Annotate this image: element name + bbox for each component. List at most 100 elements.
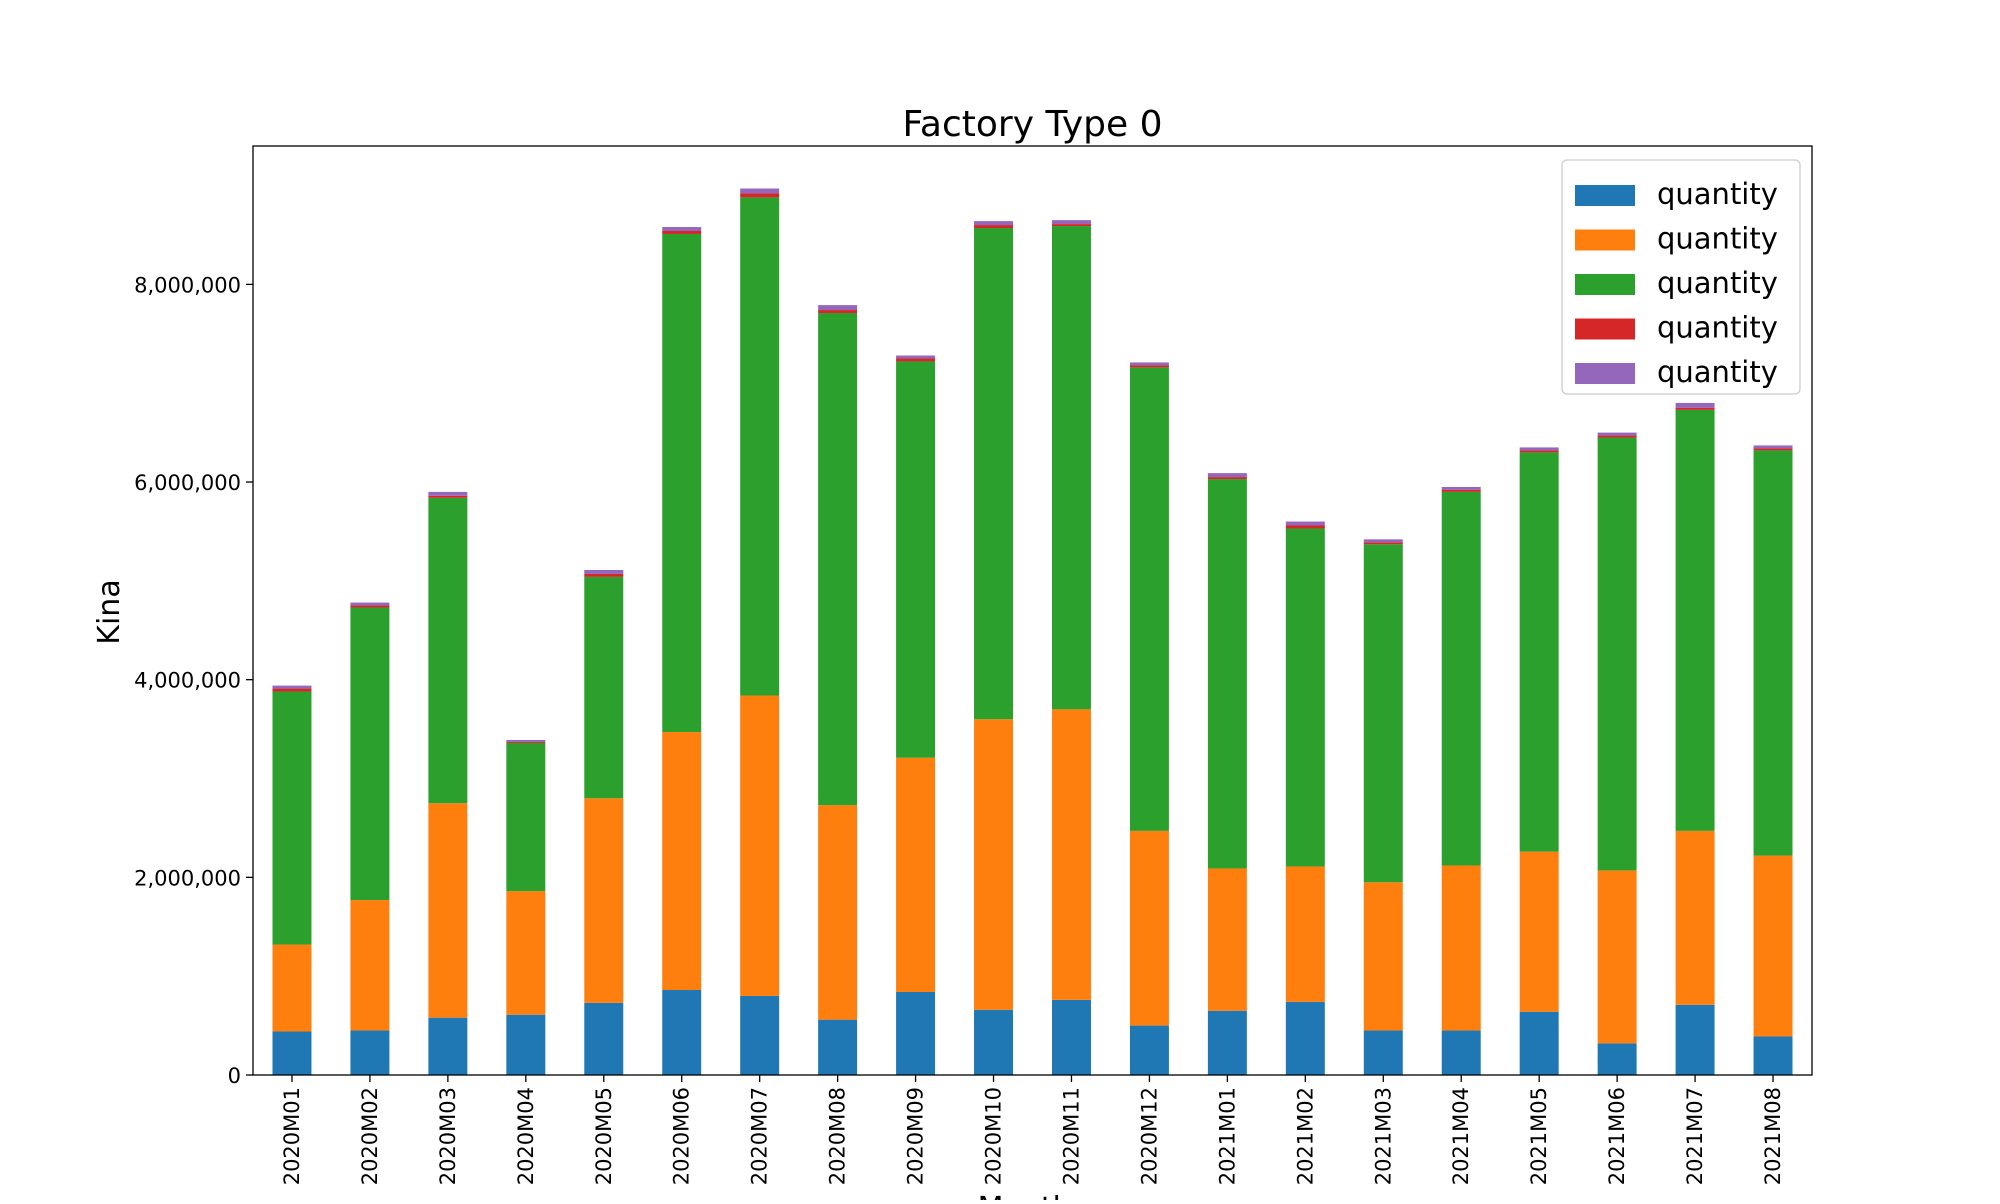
bar-segment-series-5-2020M01 (272, 685, 312, 689)
bar-segment-series-1-2021M03 (1363, 1030, 1403, 1075)
x-tick-label: 2020M08 (826, 1087, 850, 1185)
bar-segment-series-5-2021M07 (1675, 402, 1715, 408)
bar-segment-series-3-2021M07 (1675, 409, 1715, 831)
bar-segment-series-3-2020M02 (350, 607, 390, 901)
bar-segment-series-3-2020M11 (1051, 226, 1091, 710)
legend: quantity quantity quantity quantity quantity (1561, 159, 1801, 395)
bar-segment-series-1-2020M05 (584, 1002, 624, 1075)
bar-segment-series-3-2021M03 (1363, 544, 1403, 883)
bar-segment-series-2-2020M12 (1129, 830, 1169, 1026)
bar-segment-series-3-2021M04 (1441, 491, 1481, 866)
bar-segment-series-1-2020M07 (740, 995, 780, 1075)
bar-segment-series-4-2020M11 (1051, 224, 1091, 227)
bar-segment-series-4-2020M09 (896, 358, 936, 362)
bar-segment-series-2-2020M02 (350, 900, 390, 1031)
bar-segment-series-4-2020M06 (662, 230, 702, 234)
x-tick-label: 2021M04 (1449, 1087, 1473, 1185)
bar-segment-series-1-2021M06 (1597, 1043, 1637, 1075)
x-tick-label: 2020M11 (1059, 1087, 1083, 1185)
x-tick-label: 2020M07 (748, 1087, 772, 1185)
x-tick-label: 2020M12 (1137, 1087, 1161, 1185)
x-tick-label: 2021M07 (1683, 1087, 1707, 1185)
bar-segment-series-2-2021M08 (1753, 855, 1793, 1037)
legend-label-series-5: quantity (1657, 355, 1778, 389)
bar-segment-series-1-2020M10 (974, 1009, 1014, 1075)
legend-label-series-1: quantity (1657, 177, 1778, 211)
bar-segment-series-3-2021M08 (1753, 450, 1793, 856)
bar-segment-series-3-2020M09 (896, 361, 936, 758)
bar-segment-series-5-2021M06 (1597, 432, 1637, 436)
bars-layer (272, 188, 1793, 1075)
bar-segment-series-2-2021M04 (1441, 865, 1481, 1031)
bar-segment-series-2-2021M02 (1285, 866, 1325, 1002)
bar-segment-series-1-2020M01 (272, 1031, 312, 1075)
bar-segment-series-1-2020M06 (662, 990, 702, 1075)
legend-swatch-series-1 (1575, 185, 1635, 206)
bar-segment-series-2-2020M10 (974, 719, 1014, 1010)
bar-segment-series-4-2020M08 (818, 310, 858, 314)
bar-segment-series-3-2021M06 (1597, 437, 1637, 871)
legend-swatch-series-4 (1575, 318, 1635, 340)
bar-segment-series-4-2021M08 (1753, 448, 1793, 451)
x-tick-label: 2020M03 (436, 1087, 460, 1185)
bar-segment-series-3-2020M10 (974, 228, 1014, 720)
bar-segment-series-5-2021M01 (1207, 473, 1247, 478)
bar-segment-series-4-2021M06 (1597, 435, 1637, 438)
bar-segment-series-4-2020M05 (584, 573, 624, 577)
bar-segment-series-3-2021M01 (1207, 479, 1247, 869)
x-tick-label: 2021M06 (1605, 1087, 1629, 1185)
bar-segment-series-5-2020M08 (818, 305, 858, 311)
x-tick-label: 2021M02 (1293, 1087, 1317, 1185)
bar-segment-series-1-2021M07 (1675, 1004, 1715, 1075)
bar-segment-series-1-2021M05 (1519, 1011, 1559, 1075)
x-tick-label: 2021M05 (1527, 1087, 1551, 1185)
bar-segment-series-1-2021M04 (1441, 1030, 1481, 1075)
y-tick-label: 4,000,000 (134, 669, 241, 693)
legend-swatch-series-3 (1575, 274, 1635, 295)
bar-segment-series-5-2021M05 (1519, 447, 1559, 451)
legend-label-series-2: quantity (1657, 222, 1778, 256)
bar-segment-series-2-2020M07 (740, 695, 780, 996)
legend-label-series-4: quantity (1657, 311, 1778, 345)
plot-frame (252, 145, 1813, 1076)
bar-segment-series-5-2020M11 (1051, 220, 1091, 225)
bar-segment-series-1-2021M02 (1285, 1001, 1325, 1075)
bar-segment-series-3-2020M08 (818, 313, 858, 806)
x-axis-label: Months (978, 1191, 1088, 1200)
bar-segment-series-3-2020M06 (662, 233, 702, 733)
x-tick-label: 2020M05 (592, 1087, 616, 1185)
bar-segment-series-1-2020M02 (350, 1030, 390, 1075)
bar-segment-series-4-2021M07 (1675, 407, 1715, 410)
y-tick-label: 0 (228, 1064, 241, 1088)
bar-segment-series-5-2020M03 (428, 491, 468, 496)
bar-segment-series-2-2020M09 (896, 757, 936, 992)
bar-segment-series-3-2020M03 (428, 497, 468, 804)
bar-segment-series-1-2020M09 (896, 991, 936, 1075)
bar-segment-series-2-2021M06 (1597, 870, 1637, 1044)
x-tick-label: 2020M01 (280, 1087, 304, 1185)
bar-segment-series-1-2020M11 (1051, 999, 1091, 1075)
bar-segment-series-4-2021M03 (1363, 542, 1403, 545)
bar-segment-series-3-2020M07 (740, 197, 780, 696)
x-tick-label: 2021M08 (1761, 1087, 1785, 1185)
bar-segment-series-2-2020M11 (1051, 709, 1091, 1000)
bar-segment-series-3-2021M02 (1285, 528, 1325, 867)
bar-segment-series-4-2020M03 (428, 495, 468, 498)
bar-segment-series-1-2021M08 (1753, 1036, 1793, 1075)
bar-segment-series-2-2020M01 (272, 944, 312, 1032)
bar-segment-series-5-2020M12 (1129, 362, 1169, 366)
bar-segment-series-1-2021M01 (1207, 1010, 1247, 1075)
bar-segment-series-4-2020M02 (350, 605, 390, 608)
bar-segment-series-4-2021M02 (1285, 525, 1325, 529)
bar-segment-series-5-2021M04 (1441, 486, 1481, 490)
axis-layer: 0 2,000,000 4,000,000 6,000,000 8,000,000 202… (134, 273, 1785, 1185)
bar-segment-series-3-2020M04 (506, 742, 546, 892)
bar-segment-series-5-2020M07 (740, 188, 780, 194)
bar-segment-series-2-2020M03 (428, 803, 468, 1018)
legend-swatch-series-2 (1575, 229, 1635, 251)
bar-segment-series-4-2020M12 (1129, 365, 1169, 368)
bar-segment-series-4-2020M10 (974, 225, 1014, 229)
bar-segment-series-2-2020M05 (584, 798, 624, 1003)
x-tick-label: 2021M01 (1215, 1087, 1239, 1185)
bar-segment-series-2-2021M03 (1363, 882, 1403, 1031)
